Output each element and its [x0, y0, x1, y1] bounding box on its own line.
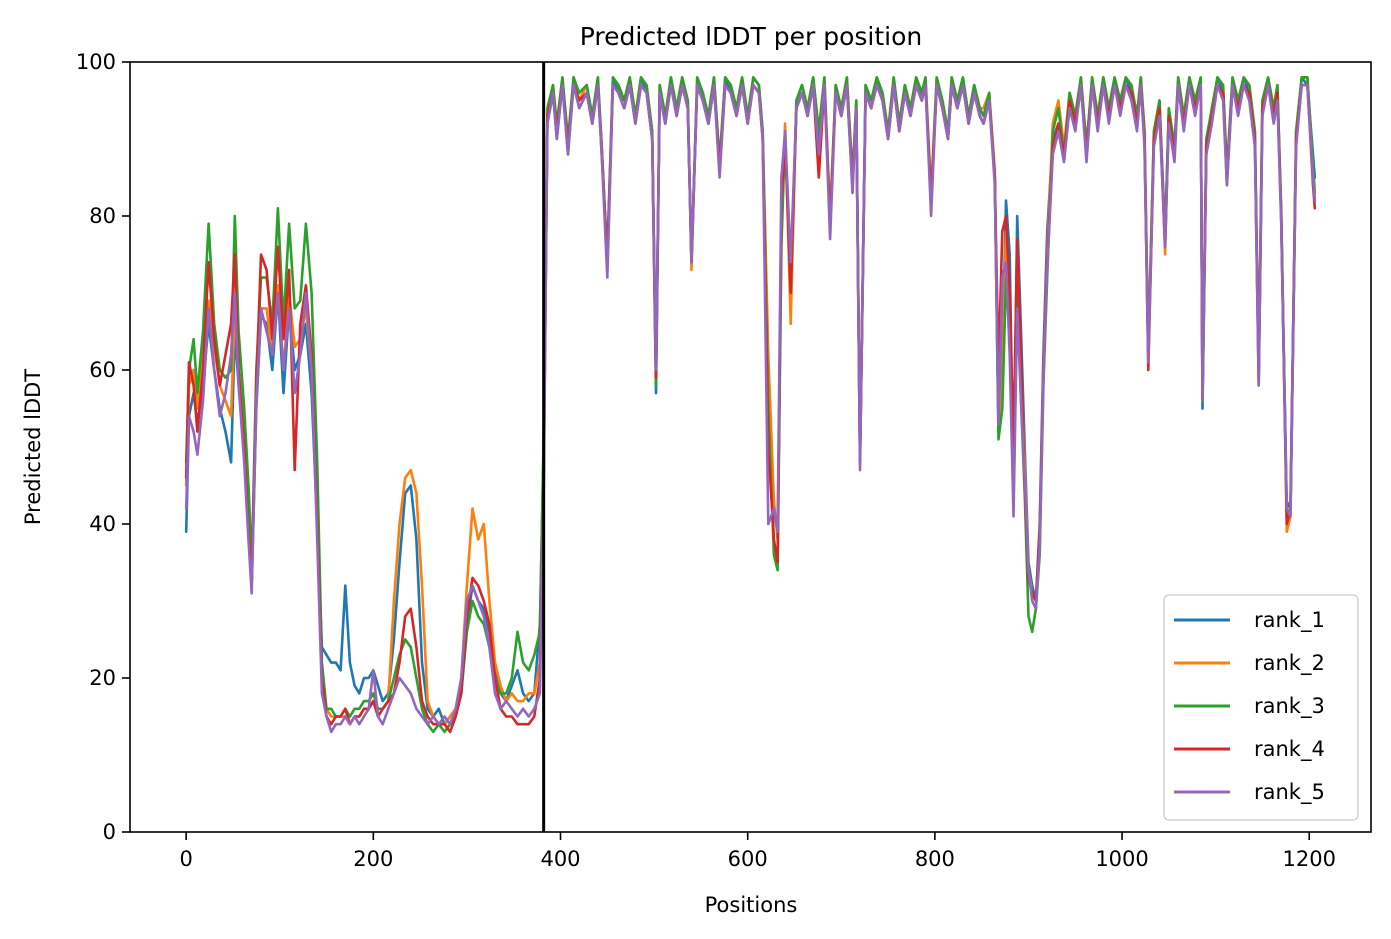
y-axis-title: Predicted lDDT	[21, 369, 45, 525]
y-axis-ticks: 0 20 40 60 80 100	[76, 50, 130, 844]
x-tick-label: 1000	[1095, 847, 1148, 871]
legend-label-rank_3: rank_3	[1254, 694, 1325, 719]
y-tick-label: 20	[89, 666, 116, 690]
x-tick-label: 200	[353, 847, 393, 871]
x-tick-label: 600	[728, 847, 768, 871]
plot-frame	[129, 61, 1372, 833]
legend-label-rank_5: rank_5	[1254, 780, 1325, 805]
x-axis-title: Positions	[705, 893, 798, 917]
legend-box	[1163, 594, 1359, 821]
y-tick-label: 40	[89, 512, 116, 536]
x-tick-label: 800	[915, 847, 955, 871]
chart-title: Predicted lDDT per position	[580, 22, 922, 51]
x-tick-label: 1200	[1283, 847, 1336, 871]
series-line-rank_5	[184, 83, 1317, 734]
y-tick-label: 100	[76, 50, 116, 74]
y-tick-label: 0	[103, 820, 116, 844]
legend-items: rank_1 rank_2 rank_3 rank_4 rank_5	[1174, 608, 1325, 805]
legend-label-rank_2: rank_2	[1254, 651, 1325, 676]
y-tick-label: 80	[89, 204, 116, 228]
legend-label-rank_4: rank_4	[1254, 737, 1325, 762]
series-layer	[184, 76, 1317, 734]
x-axis-ticks: 0 200 400 600 800 1000 1200	[179, 832, 1336, 871]
legend-label-rank_1: rank_1	[1254, 608, 1325, 633]
legend: rank_1 rank_2 rank_3 rank_4 rank_5	[1163, 594, 1359, 821]
x-tick-label: 0	[179, 847, 192, 871]
x-tick-label: 400	[540, 847, 580, 871]
y-tick-label: 60	[89, 358, 116, 382]
